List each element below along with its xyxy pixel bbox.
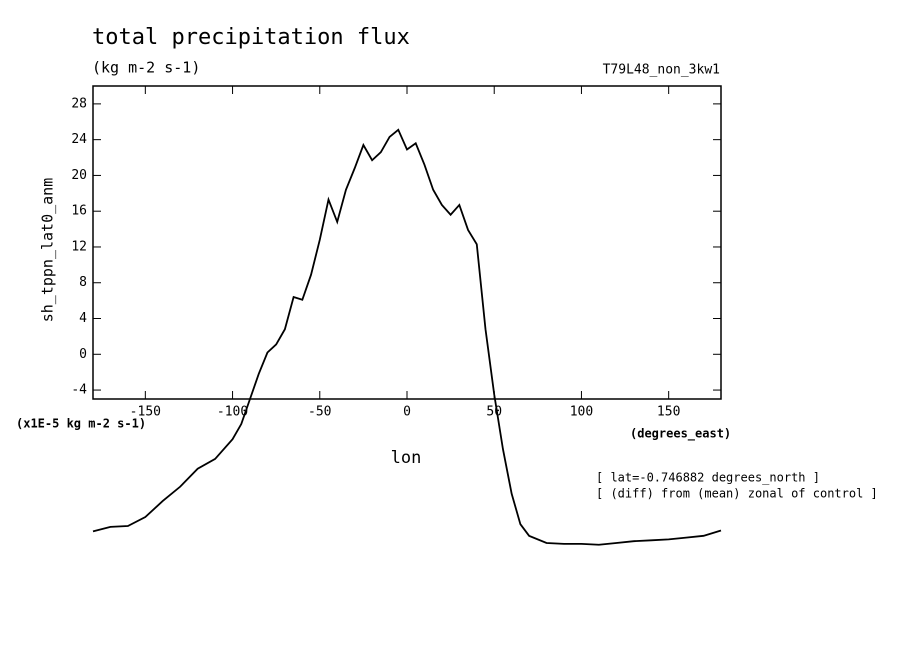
y-tick-label: 16 xyxy=(71,204,87,219)
y-tick-label: 8 xyxy=(79,275,87,290)
x-tick-label: 50 xyxy=(486,405,502,420)
chart-subtitle: (kg m-2 s-1) xyxy=(92,59,200,77)
x-tick-label: -50 xyxy=(308,405,331,420)
x-tick-label: 0 xyxy=(403,405,411,420)
y-axis-label: sh_tppn_lat0_anm xyxy=(39,178,57,323)
y-tick-label: 24 xyxy=(71,132,87,147)
annotation: [ (diff) from (mean) zonal of control ] xyxy=(596,487,878,501)
x-axis-label: lon xyxy=(391,448,422,468)
y-axis-units: (x1E-5 kg m-2 s-1) xyxy=(16,417,146,431)
y-tick-label: 28 xyxy=(71,96,87,111)
x-tick-label: -150 xyxy=(130,405,161,420)
y-tick-label: -4 xyxy=(71,383,87,398)
x-tick-label: 150 xyxy=(657,405,680,420)
y-tick-label: 4 xyxy=(79,311,87,326)
plot-frame xyxy=(92,85,722,400)
y-tick-label: 12 xyxy=(71,239,87,254)
y-tick-label: 20 xyxy=(71,168,87,183)
x-tick-label: 100 xyxy=(570,405,593,420)
x-axis-units: (degrees_east) xyxy=(630,427,731,442)
data-line xyxy=(92,128,722,546)
y-tick-label: 0 xyxy=(79,347,87,362)
x-tick-label: -100 xyxy=(217,405,248,420)
chart-title: total precipitation flux xyxy=(92,25,410,50)
run-label: T79L48_non_3kw1 xyxy=(603,63,720,78)
annotation: [ lat=-0.746882 degrees_north ] xyxy=(596,471,820,485)
